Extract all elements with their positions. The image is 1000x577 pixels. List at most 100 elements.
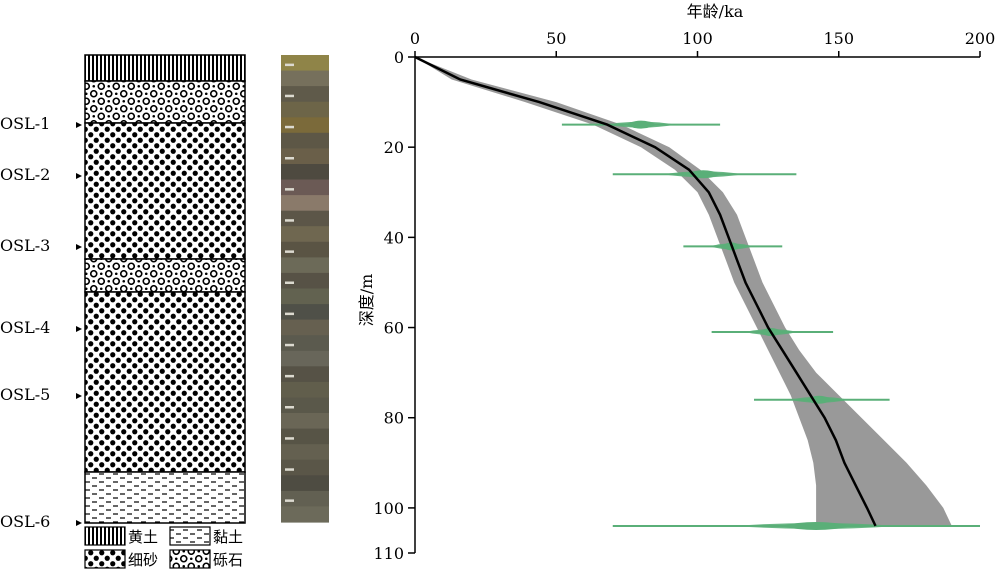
core-tag — [285, 125, 294, 129]
axes: 0 50 100 150 200 0 20 40 60 80 100 110 — [373, 29, 995, 563]
legend-label-fine-sand: 细砂 — [128, 551, 158, 569]
layer-loess — [84, 54, 246, 82]
legend-label-gravel: 砾石 — [213, 551, 243, 569]
core-photo-segment — [281, 272, 329, 290]
osl-sample-1 — [561, 120, 721, 129]
core-photo-segment — [281, 117, 329, 134]
osl-marker-6 — [76, 520, 82, 526]
core-photo-segment — [281, 304, 329, 321]
age-model-median-line — [414, 55, 877, 527]
core-photo-segment — [281, 210, 329, 227]
legend-swatch-fine-sand — [84, 549, 126, 569]
stratigraphic-column — [84, 54, 246, 524]
y-axis-ticks: 0 20 40 60 80 100 110 — [373, 48, 415, 563]
core-tag — [285, 499, 294, 502]
sample-peak — [779, 521, 853, 530]
core-tag — [285, 312, 294, 316]
sample-peak — [625, 120, 657, 129]
core-photo-segment — [281, 381, 329, 399]
core-photo-segment — [281, 195, 329, 212]
core-photo-segment — [281, 413, 329, 430]
legend-label-clay: 黏土 — [213, 528, 243, 546]
core-photo-segment — [281, 506, 329, 523]
core-photo-segment — [281, 490, 329, 508]
core-photo-segment — [281, 397, 329, 414]
core-tag — [285, 281, 294, 284]
core-tag — [285, 468, 294, 471]
core-tag — [285, 219, 294, 222]
osl-label-2: OSL-2 — [0, 165, 50, 184]
osl-marker-3 — [76, 244, 82, 250]
legend-swatch-gravel — [169, 549, 211, 569]
core-photo-segment — [281, 164, 329, 181]
osl-label-5: OSL-5 — [0, 385, 50, 404]
core-photo-segment — [281, 475, 329, 492]
osl-marker-2 — [76, 173, 82, 179]
osl-label-6: OSL-6 — [0, 512, 50, 531]
core-photo-segment — [281, 350, 329, 367]
osl-marker-5 — [76, 393, 82, 399]
legend-swatch-loess — [84, 526, 126, 546]
osl-sample-2 — [612, 170, 797, 179]
layer-fine-sand-lower — [84, 291, 246, 473]
core-photo-segment — [281, 179, 329, 196]
osl-label-4: OSL-4 — [0, 318, 50, 337]
core-photo-strip — [281, 55, 329, 523]
core-photo-segment — [281, 428, 329, 445]
y-axis-title: 深度/m — [357, 274, 376, 327]
x-axis-title: 年龄/ka — [687, 2, 744, 21]
y-tick-label: 110 — [373, 544, 404, 563]
core-photo-segment — [281, 226, 329, 243]
core-tag — [285, 343, 294, 347]
core-tag — [285, 188, 294, 191]
core-photo-segment — [281, 459, 329, 476]
osl-marker-4 — [76, 326, 82, 332]
lithology-legend: 黄土 黏土 细砂 砾石 — [84, 526, 243, 569]
core-photo-segment — [281, 148, 329, 165]
legend-swatch-clay — [169, 526, 211, 546]
core-photo-segment — [281, 335, 329, 352]
core-photo-segment — [281, 70, 329, 87]
x-tick-label: 50 — [546, 29, 566, 48]
x-tick-label: 0 — [410, 29, 420, 48]
core-photo-segment — [281, 86, 329, 103]
core-photo-segment — [281, 241, 329, 258]
core-photo-segment — [281, 444, 329, 461]
legend-label-loess: 黄土 — [128, 528, 158, 546]
y-tick-label: 60 — [384, 319, 404, 338]
y-tick-label: 100 — [373, 499, 404, 518]
age-model-envelope — [415, 57, 952, 526]
core-photo-segment — [281, 366, 329, 383]
core-tag — [285, 406, 294, 409]
layer-gravel-top — [84, 80, 246, 124]
layer-gravel-middle — [84, 258, 246, 293]
osl-marker-1 — [76, 122, 82, 128]
x-tick-label: 200 — [965, 29, 996, 48]
core-photo-segment — [281, 319, 329, 336]
osl-sample-5 — [754, 395, 890, 404]
osl-sample-6 — [612, 521, 980, 530]
core-tag — [285, 63, 294, 67]
x-axis-ticks: 0 50 100 150 200 — [410, 29, 995, 57]
layer-fine-sand-upper — [84, 122, 246, 260]
core-photo-segment — [281, 132, 329, 149]
y-tick-label: 20 — [384, 138, 404, 157]
core-photo-segment — [281, 101, 329, 118]
core-photo-segment — [281, 55, 329, 72]
osl-labels: OSL-1 OSL-2 OSL-3 OSL-4 OSL-5 OSL-6 — [0, 114, 82, 531]
y-tick-label: 0 — [394, 48, 404, 67]
y-tick-label: 80 — [384, 409, 404, 428]
core-tag — [285, 437, 294, 440]
osl-label-1: OSL-1 — [0, 114, 50, 133]
x-tick-label: 100 — [682, 29, 713, 48]
core-photo-segment — [281, 257, 329, 274]
core-photo-segment — [281, 288, 329, 305]
core-tag — [285, 374, 294, 378]
core-tag — [285, 250, 294, 253]
core-tag — [285, 94, 294, 98]
layer-clay — [84, 471, 246, 524]
x-tick-label: 150 — [823, 29, 854, 48]
y-tick-label: 40 — [384, 228, 404, 247]
